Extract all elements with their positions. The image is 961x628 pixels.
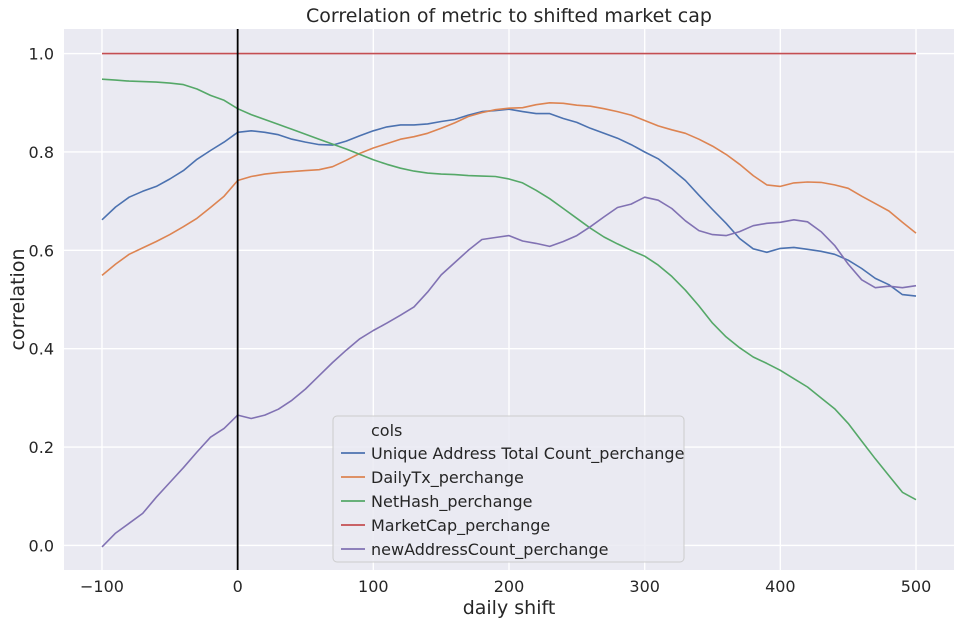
y-axis-title: correlation (7, 249, 29, 351)
x-tick-label: 300 (629, 577, 660, 596)
x-tick-label: 100 (358, 577, 389, 596)
legend-title: cols (371, 421, 402, 440)
chart-title: Correlation of metric to shifted market … (306, 5, 712, 27)
y-tick-label: 0.6 (29, 241, 54, 260)
y-tick-label: 0.2 (29, 438, 54, 457)
y-tick-label: 0.0 (29, 536, 54, 555)
legend-label-4: newAddressCount_perchange (371, 540, 608, 560)
x-tick-label: −100 (80, 577, 124, 596)
x-tick-label: 500 (901, 577, 932, 596)
y-tick-label: 1.0 (29, 45, 54, 64)
x-axis-title: daily shift (463, 597, 556, 619)
x-tick-label: 0 (233, 577, 243, 596)
legend-box (332, 415, 685, 563)
legend-label-0: Unique Address Total Count_perchange (371, 444, 684, 464)
y-tick-label: 0.8 (29, 143, 54, 162)
legend-label-2: NetHash_perchange (371, 492, 533, 512)
legend: cols Unique Address Total Count_perchange… (332, 415, 685, 563)
x-tick-label: 400 (765, 577, 796, 596)
y-tick-label: 0.4 (29, 340, 54, 359)
legend-label-3: MarketCap_perchange (371, 516, 550, 536)
legend-label-1: DailyTx_perchange (371, 468, 524, 488)
x-tick-label: 200 (494, 577, 525, 596)
